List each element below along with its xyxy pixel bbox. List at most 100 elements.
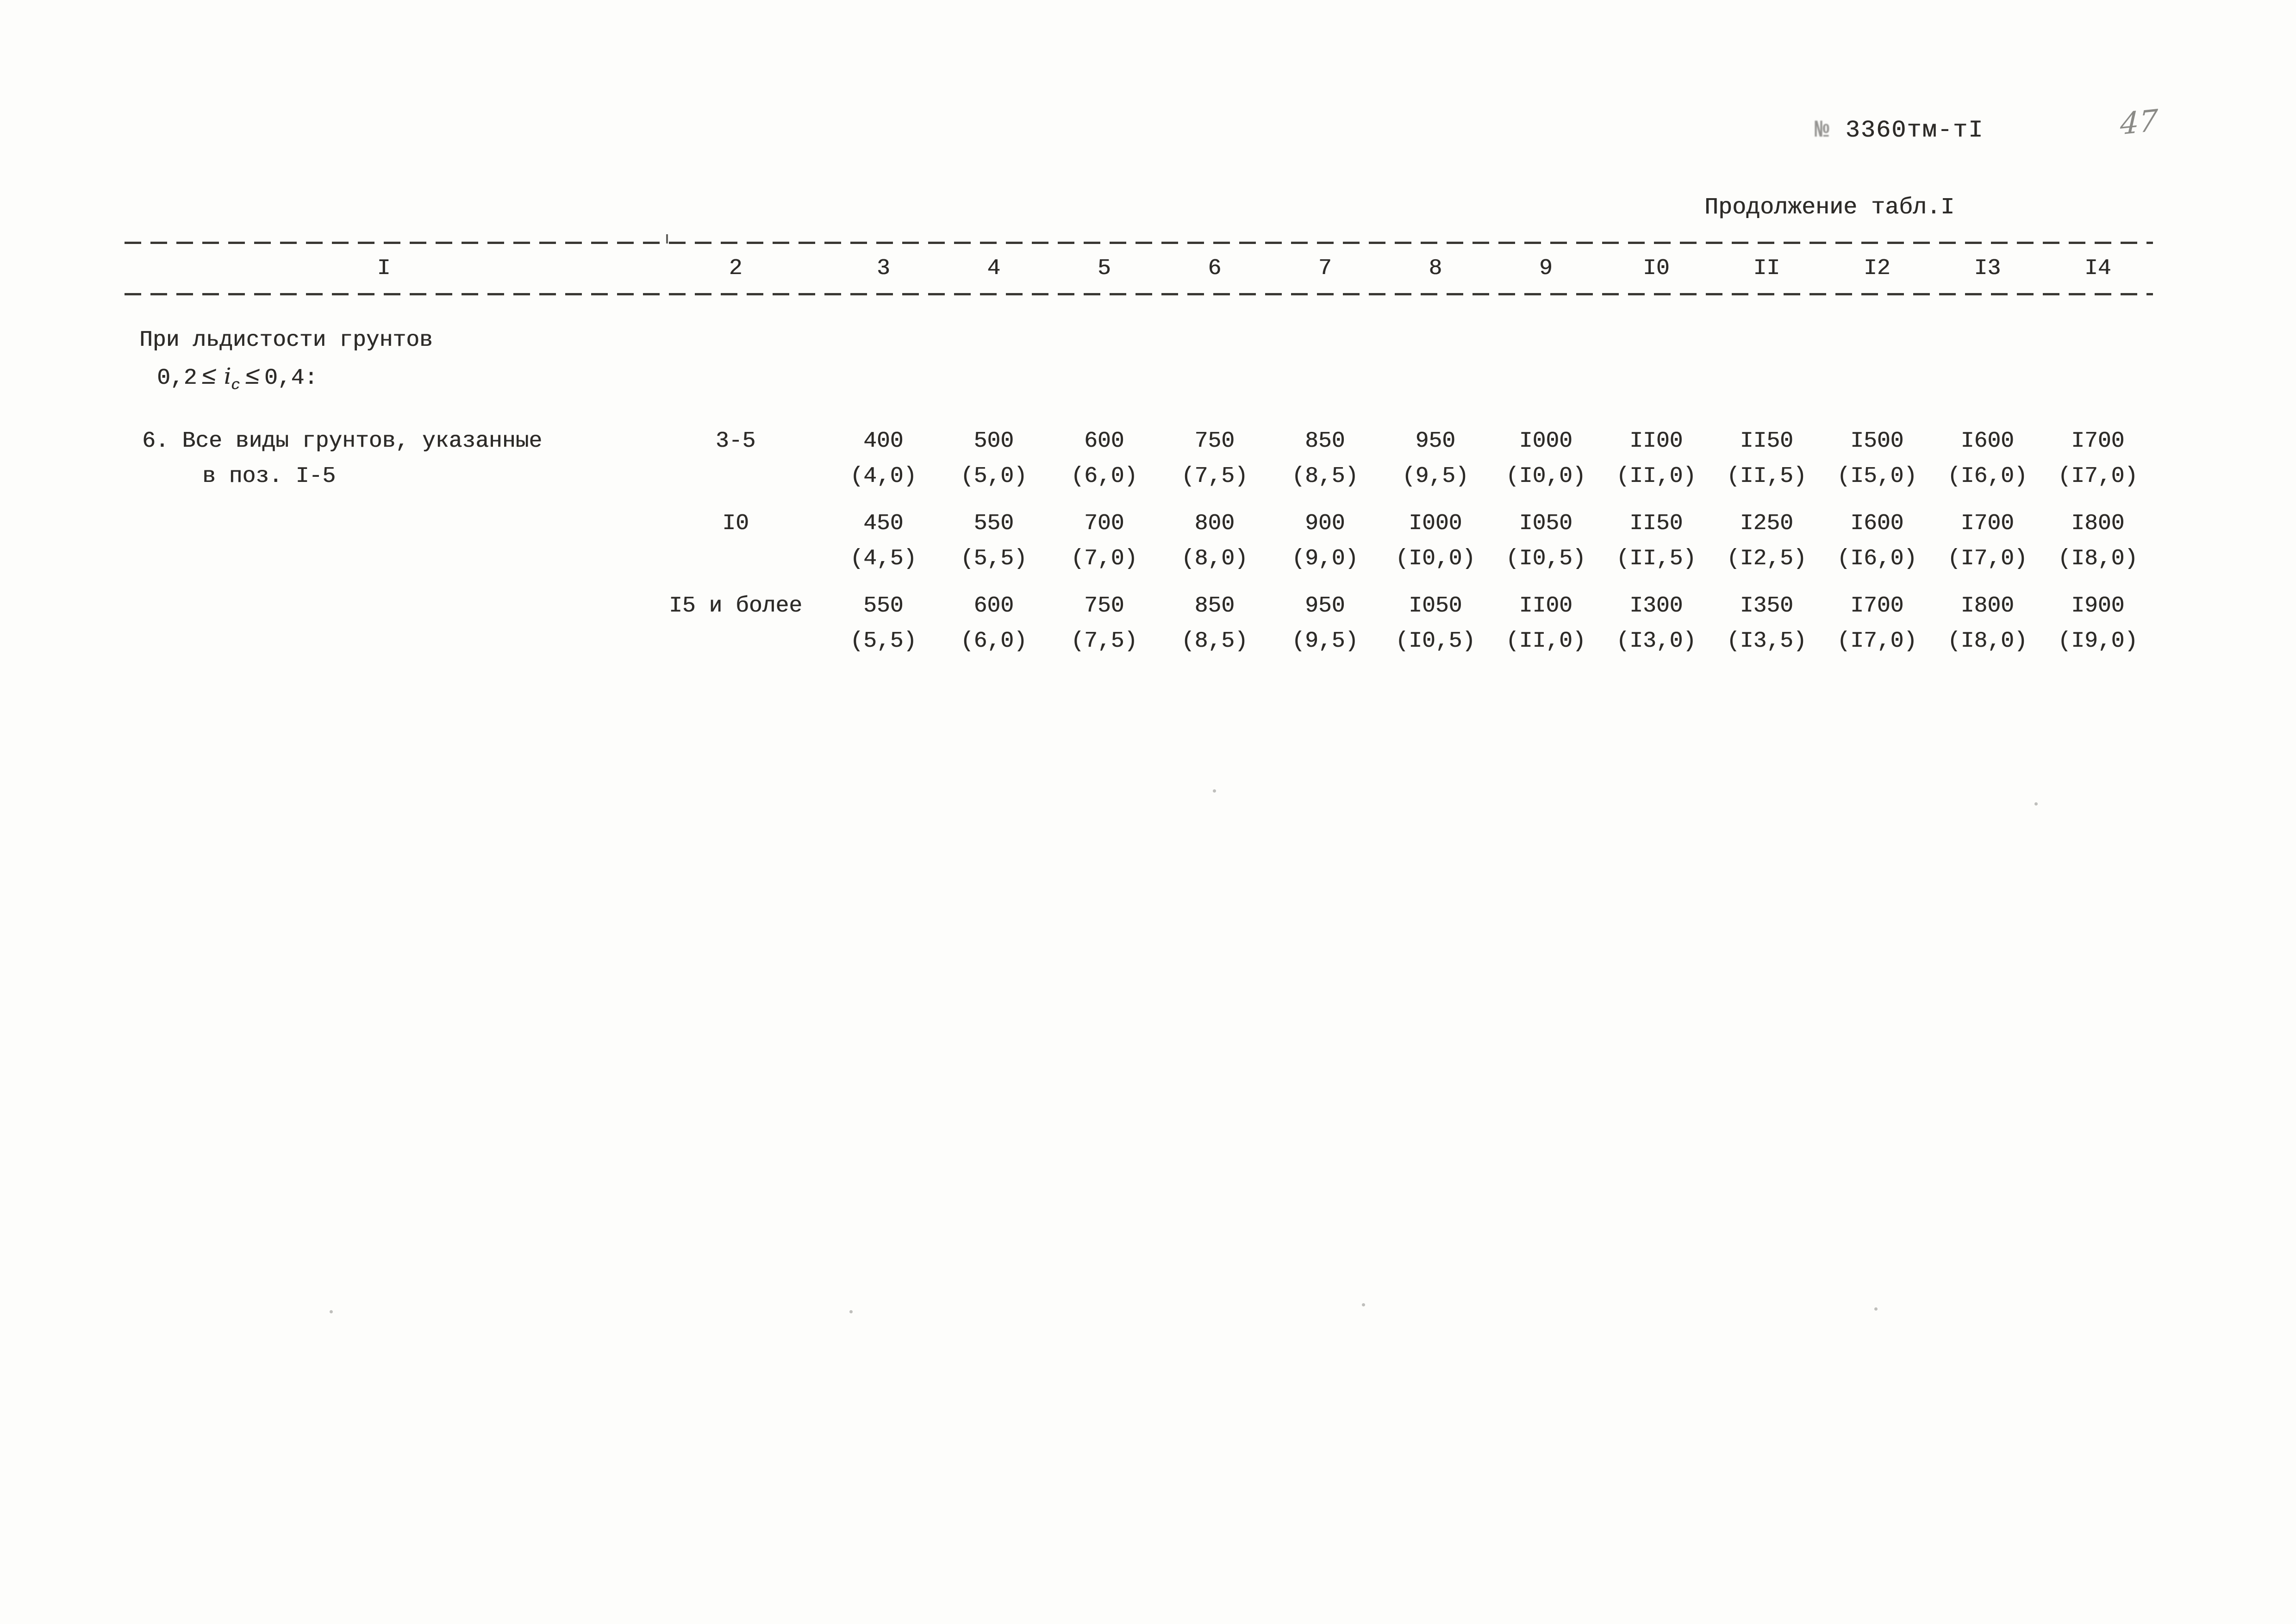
value-cell: I800 (I8,0) bbox=[2043, 506, 2153, 576]
value-main: 850 bbox=[1194, 593, 1235, 619]
value-paren: (8,5) bbox=[1181, 629, 1248, 654]
value-paren: (I6,0) bbox=[1837, 546, 1917, 572]
value-cell: I000 (I0,0) bbox=[1491, 424, 1601, 494]
value-cell: I600 (I6,0) bbox=[1822, 506, 1933, 576]
table-row: I0 450 (4,5) 550 (5,5) 700 (7,0) 800 (8,0) 900 (9,… bbox=[125, 506, 2153, 576]
value-main: I500 bbox=[1850, 429, 1904, 454]
value-paren: (II,0) bbox=[1616, 464, 1697, 489]
value-cell: 950 (9,5) bbox=[1270, 588, 1380, 659]
value-cell: I900 (I9,0) bbox=[2043, 588, 2153, 659]
scan-speck bbox=[849, 1310, 853, 1313]
column-header-12: I2 bbox=[1863, 256, 1890, 281]
value-paren: (I3,5) bbox=[1726, 629, 1807, 654]
depth-cell: I0 bbox=[722, 511, 749, 537]
value-paren: (5,5) bbox=[850, 629, 917, 654]
column-header-11: II bbox=[1753, 256, 1780, 281]
value-main: 900 bbox=[1305, 511, 1345, 537]
formula-upper-bound: 0,4: bbox=[264, 366, 318, 391]
value-cell: I250 (I2,5) bbox=[1711, 506, 1822, 576]
value-main: I700 bbox=[2071, 429, 2125, 454]
value-paren: (5,0) bbox=[960, 464, 1027, 489]
scan-speck bbox=[1213, 789, 1216, 793]
value-paren: (6,0) bbox=[960, 629, 1027, 654]
value-main: 400 bbox=[863, 429, 904, 454]
row-label bbox=[125, 506, 643, 576]
section-note-formula: 0,2 ≤ ic ≤0,4: bbox=[125, 358, 2153, 403]
value-paren: (I7,0) bbox=[1837, 629, 1917, 654]
column-header-4: 4 bbox=[987, 256, 1001, 281]
value-main: 500 bbox=[973, 429, 1014, 454]
value-main: I300 bbox=[1629, 593, 1683, 619]
value-cell: 400 (4,0) bbox=[828, 424, 939, 494]
value-main: II00 bbox=[1519, 593, 1572, 619]
value-cell: 700 (7,0) bbox=[1049, 506, 1160, 576]
value-paren: (I3,0) bbox=[1616, 629, 1697, 654]
value-paren: (I7,0) bbox=[1947, 546, 2028, 572]
value-main: I250 bbox=[1740, 511, 1793, 537]
value-cell: I000 (I0,0) bbox=[1380, 506, 1491, 576]
value-main: 600 bbox=[1084, 429, 1124, 454]
value-cell: 600 (6,0) bbox=[939, 588, 1049, 659]
column-header-3: 3 bbox=[876, 256, 890, 281]
value-main: I700 bbox=[1850, 593, 1904, 619]
value-paren: (4,5) bbox=[850, 546, 917, 572]
value-paren: (I2,5) bbox=[1726, 546, 1807, 572]
formula-variable-subscript: c bbox=[231, 376, 240, 394]
value-cell: 600 (6,0) bbox=[1049, 424, 1160, 494]
column-header-1: I bbox=[377, 256, 391, 281]
scan-speck bbox=[330, 1310, 333, 1313]
column-header-5: 5 bbox=[1097, 256, 1111, 281]
value-cell: I500 (I5,0) bbox=[1822, 424, 1933, 494]
leq-icon: ≤ bbox=[200, 363, 218, 392]
column-header-6: 6 bbox=[1208, 256, 1222, 281]
value-main: 750 bbox=[1194, 429, 1235, 454]
table-header-row: I 2 3 4 5 6 7 8 9 I0 II I2 I3 I4 bbox=[125, 244, 2153, 293]
value-paren: (I7,0) bbox=[2058, 464, 2138, 489]
value-cell: I600 (I6,0) bbox=[1932, 424, 2043, 494]
column-header-13: I3 bbox=[1974, 256, 2001, 281]
row-label bbox=[125, 588, 643, 659]
value-paren: (9,0) bbox=[1292, 546, 1359, 572]
value-main: 550 bbox=[973, 511, 1014, 537]
value-paren: (I0,5) bbox=[1505, 546, 1586, 572]
value-cell: 850 (8,5) bbox=[1160, 588, 1270, 659]
value-paren: (7,5) bbox=[1071, 629, 1138, 654]
doc-number-text: 3360тм-тI bbox=[1845, 117, 1984, 144]
column-header-8: 8 bbox=[1429, 256, 1442, 281]
value-main: 450 bbox=[863, 511, 904, 537]
column-separator-tick bbox=[666, 234, 668, 244]
value-cell: 900 (9,0) bbox=[1270, 506, 1380, 576]
value-cell: II50 (II,5) bbox=[1601, 506, 1712, 576]
value-cell: I300 (I3,0) bbox=[1601, 588, 1712, 659]
scan-speck bbox=[1362, 1303, 1365, 1306]
table-top-border bbox=[125, 242, 2153, 244]
value-paren: (4,0) bbox=[850, 464, 917, 489]
value-cell: 750 (7,5) bbox=[1049, 588, 1160, 659]
column-header-9: 9 bbox=[1539, 256, 1553, 281]
value-paren: (I0,0) bbox=[1505, 464, 1586, 489]
value-paren: (6,0) bbox=[1071, 464, 1138, 489]
depth-cell: 3-5 bbox=[715, 429, 756, 454]
value-paren: (8,5) bbox=[1292, 464, 1359, 489]
value-cell: 950 (9,5) bbox=[1380, 424, 1491, 494]
table-header-bottom-border bbox=[125, 293, 2153, 295]
value-cell: 500 (5,0) bbox=[939, 424, 1049, 494]
column-header-2: 2 bbox=[729, 256, 742, 281]
value-cell: I350 (I3,5) bbox=[1711, 588, 1822, 659]
row-label: 6. Все виды грунтов, указанные в поз. I-5 bbox=[125, 424, 643, 494]
section-note-line1: При льдистости грунтов bbox=[139, 328, 433, 353]
value-cell: I700 (I7,0) bbox=[1822, 588, 1933, 659]
value-main: 950 bbox=[1305, 593, 1345, 619]
value-paren: (I8,0) bbox=[1947, 629, 2028, 654]
value-main: I350 bbox=[1740, 593, 1793, 619]
value-main: II50 bbox=[1629, 511, 1683, 537]
value-main: I800 bbox=[1960, 593, 2014, 619]
value-paren: (I5,0) bbox=[1837, 464, 1917, 489]
doc-number: № 3360тм-тI bbox=[1815, 117, 1984, 144]
value-paren: (I9,0) bbox=[2058, 629, 2138, 654]
value-paren: (I8,0) bbox=[2058, 546, 2138, 572]
table: I 2 3 4 5 6 7 8 9 I0 II I2 I3 I4 При льдистости грунт… bbox=[125, 234, 2153, 671]
value-cell: II50 (II,5) bbox=[1711, 424, 1822, 494]
value-main: 950 bbox=[1415, 429, 1455, 454]
value-main: I000 bbox=[1519, 429, 1572, 454]
